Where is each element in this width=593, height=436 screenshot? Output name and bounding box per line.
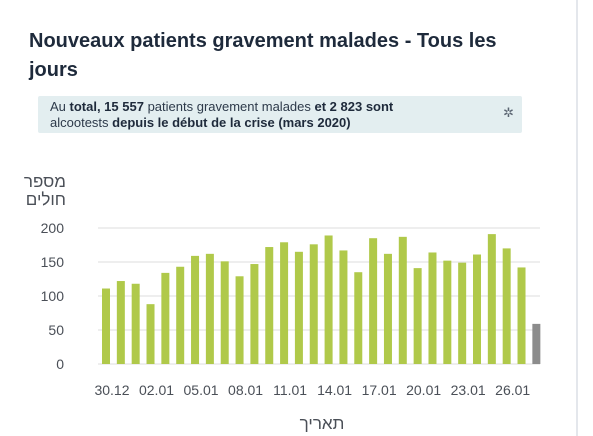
info-since: depuis le début de la crise (mars 2020) (112, 115, 351, 130)
bar-31.12[interactable] (116, 281, 125, 364)
x-tick-label: 26.01 (495, 382, 530, 398)
bar-08.01[interactable] (235, 276, 244, 364)
bar-20.01[interactable] (413, 268, 422, 364)
bar-11.01[interactable] (280, 242, 289, 364)
y-tick-label: 150 (41, 254, 65, 270)
bar-10.01[interactable] (265, 247, 274, 364)
x-axis-ticks: 30.12 02.01 05.01 08.01 11.01 14.01 17.01 20.01… (94, 382, 530, 398)
bar-15.01[interactable] (339, 250, 348, 364)
bar-13.01[interactable] (309, 244, 318, 364)
x-axis-label: תאריך (300, 414, 345, 433)
bar-24.01[interactable] (473, 254, 481, 364)
chart-title: Nouveaux patients gravement malades - To… (29, 30, 497, 81)
info-total: total, 15 557 (69, 99, 144, 114)
bar-05.01[interactable] (191, 255, 200, 364)
bar-03.01[interactable] (161, 272, 170, 364)
bar-07.01[interactable] (220, 261, 229, 364)
bar-16.01[interactable] (354, 272, 363, 364)
bar-23.01[interactable] (458, 262, 467, 364)
y-axis-label-line2: חולים (26, 190, 66, 209)
bars (102, 234, 541, 364)
bar-04.01[interactable] (176, 266, 185, 364)
bar-22.01[interactable] (443, 260, 452, 364)
info-banner: Au total, 15 557 patients gravement mala… (38, 96, 522, 133)
x-tick-label: 11.01 (273, 382, 307, 398)
bar-02.01[interactable] (146, 304, 155, 364)
bar-14.01[interactable] (324, 235, 333, 364)
bar-19.01[interactable] (398, 236, 407, 364)
x-tick-label: 08.01 (228, 382, 263, 398)
bar-17.01[interactable] (369, 238, 378, 364)
info-text-3: alcootests (50, 115, 113, 130)
bar-01.01[interactable] (131, 283, 140, 364)
info-text-1: Au (50, 99, 70, 114)
y-tick-label: 0 (56, 356, 64, 372)
bar-27.01[interactable] (517, 267, 526, 364)
bar-30.12[interactable] (102, 288, 110, 364)
panel-border (576, 0, 578, 436)
bar-12.01[interactable] (294, 251, 303, 364)
y-tick-label: 200 (41, 220, 65, 236)
y-axis-ticks: 0 50 100 150 200 (41, 220, 65, 372)
y-axis-label-line1: מספר (24, 172, 66, 191)
bar-26.01[interactable] (502, 248, 511, 364)
y-tick-label: 50 (48, 322, 64, 338)
bar-28.01[interactable] (532, 323, 541, 364)
x-tick-label: 30.12 (94, 382, 129, 398)
x-tick-label: 14.01 (317, 382, 352, 398)
x-tick-label: 05.01 (184, 382, 219, 398)
star-icon[interactable]: ✲ (503, 105, 514, 120)
info-text-2: patients gravement malades (143, 99, 315, 114)
y-tick-label: 100 (41, 288, 65, 304)
x-tick-label: 20.01 (406, 382, 441, 398)
bar-21.01[interactable] (428, 252, 437, 364)
bar-18.01[interactable] (383, 253, 392, 364)
x-tick-label: 17.01 (362, 382, 397, 398)
gridlines (98, 227, 540, 365)
bar-09.01[interactable] (250, 264, 259, 364)
bar-25.01[interactable] (487, 234, 496, 364)
info-count: et 2 823 sont (314, 99, 394, 114)
x-tick-label: 02.01 (139, 382, 174, 398)
x-tick-label: 23.01 (451, 382, 486, 398)
bar-06.01[interactable] (205, 253, 214, 364)
